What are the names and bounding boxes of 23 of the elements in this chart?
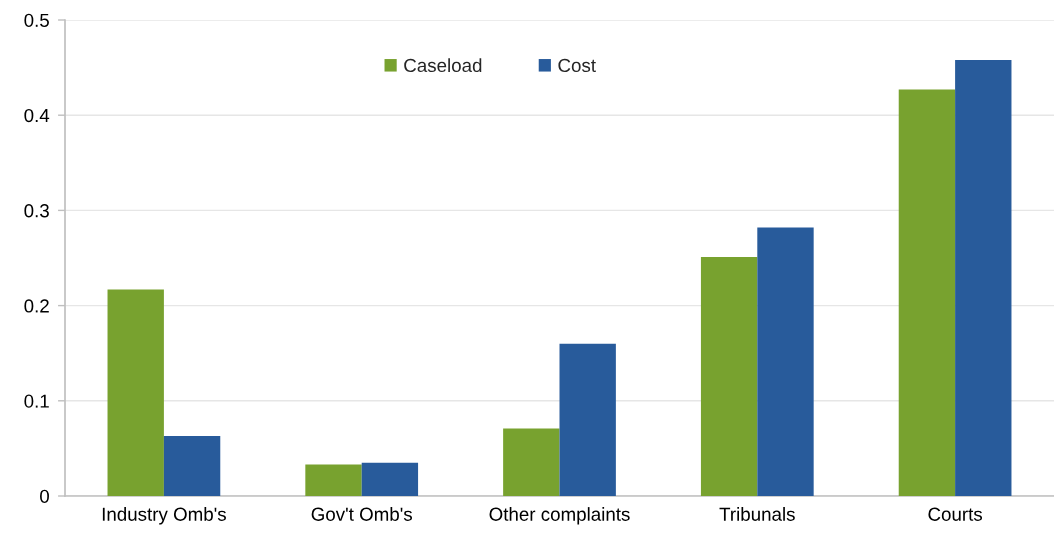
legend-label: Cost [558,58,596,73]
x-tick-label: Industry Omb's [102,507,226,525]
y-tick-label: 0.4 [24,108,50,123]
bar [305,464,362,496]
bar [163,436,221,496]
bar [757,227,814,496]
y-tick-label: 0.3 [24,204,49,218]
bar [559,343,616,496]
x-tick-label: Other complaints [489,507,630,525]
bar [361,462,419,496]
x-tick-label: Gov't Omb's [311,507,413,521]
legend-label: Caseload [404,58,482,73]
y-tick-label: 0.1 [24,394,49,408]
x-tick-label: Tribunals [719,507,795,521]
bar [700,257,758,496]
bar [107,289,164,496]
bar [898,89,956,496]
x-tick-label: Courts [928,507,983,521]
bar [955,59,1012,496]
y-tick-label: 0.5 [24,13,49,27]
bar [503,428,560,496]
y-tick-label: 0 [40,489,49,503]
y-tick-label: 0.2 [24,299,49,313]
